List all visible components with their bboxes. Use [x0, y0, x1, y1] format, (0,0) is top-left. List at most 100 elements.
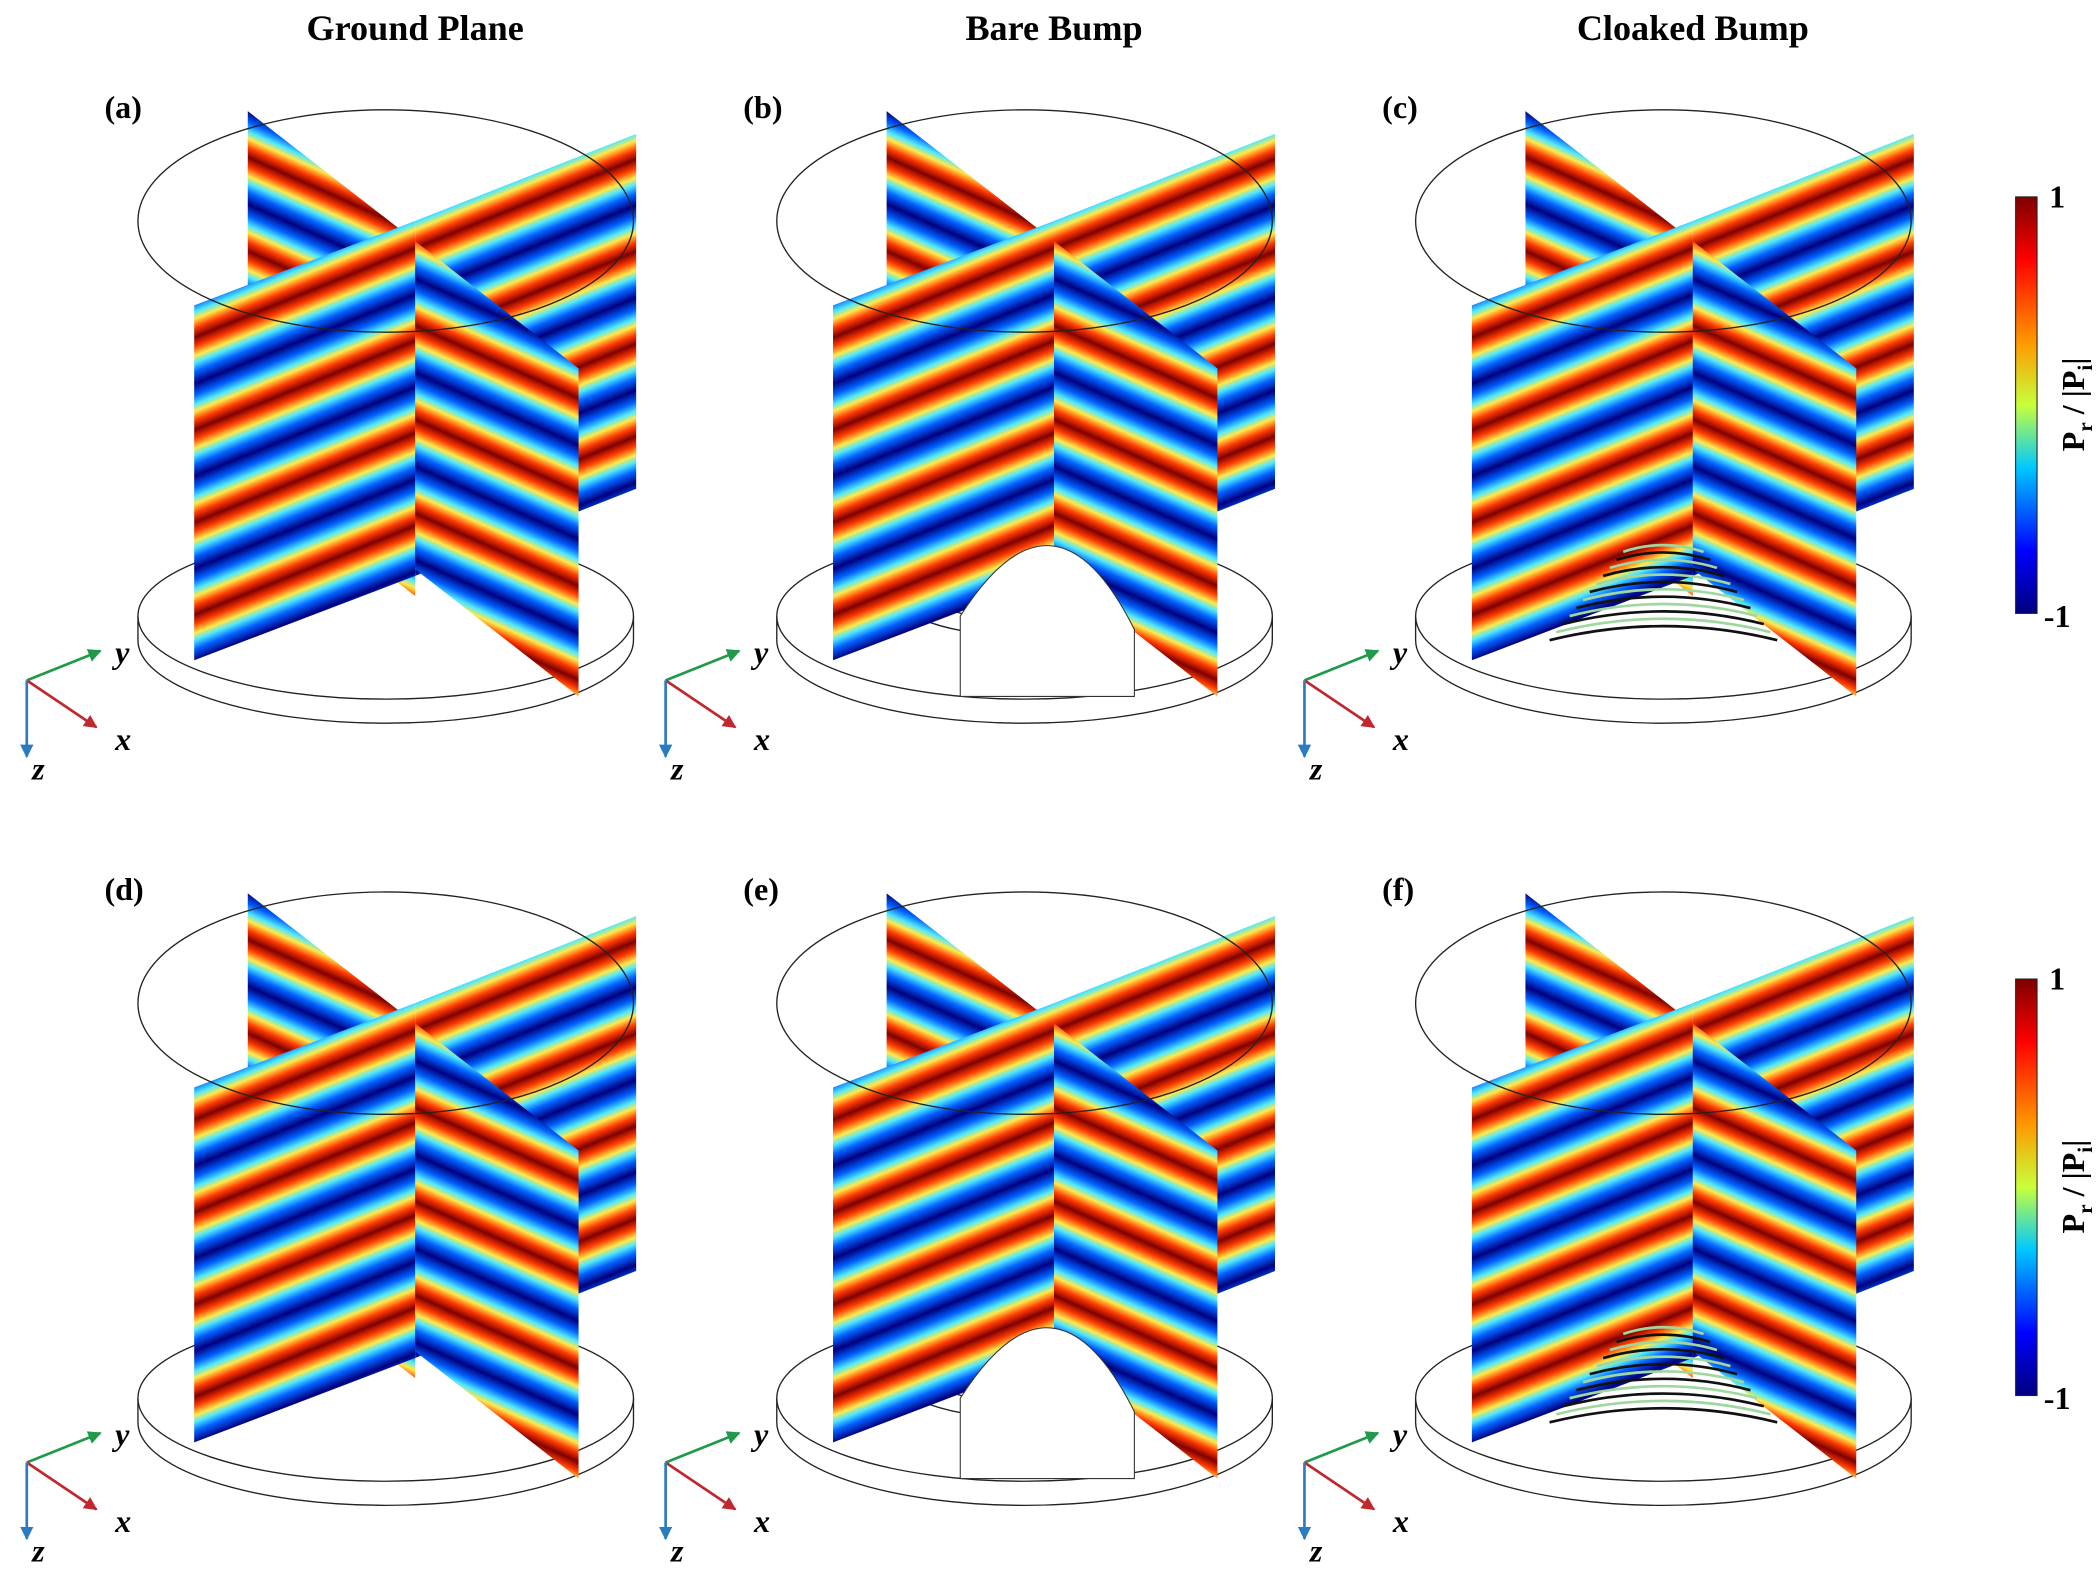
- field-plane: [833, 1003, 1055, 1443]
- axis-label: z: [670, 1533, 684, 1569]
- cloak-layer: [1589, 580, 1738, 594]
- axis-x: [1303, 1461, 1376, 1511]
- field-plane: [194, 220, 416, 661]
- axis-y: [26, 649, 102, 682]
- field-plane: [415, 1023, 579, 1479]
- colorbar-label-part: / |P: [2055, 371, 2091, 423]
- bump-notch: [959, 545, 1135, 697]
- panel-label: (f): [1382, 871, 1414, 907]
- top-ellipse: [1414, 891, 1912, 1115]
- top-ellipse: [1414, 109, 1912, 333]
- axis-y: [26, 1431, 102, 1464]
- colorbar-label-part: r: [2073, 422, 2097, 432]
- axis-label: z: [1309, 750, 1323, 786]
- cloak-layer: [1576, 595, 1751, 610]
- axis-label: x: [753, 721, 770, 757]
- top-ellipse: [137, 109, 635, 333]
- colorbar-label-part: i: [2073, 365, 2097, 371]
- cloak-layer: [1596, 1355, 1731, 1368]
- cloak-layer: [1582, 588, 1745, 602]
- field-plane: [415, 241, 579, 697]
- axis-label: x: [114, 1503, 131, 1539]
- cloak-layer: [1569, 602, 1758, 618]
- axis-label: x: [1392, 721, 1409, 757]
- top-ellipse: [776, 109, 1273, 333]
- colorbar-scale: [2015, 196, 2038, 614]
- axis-label: z: [31, 1533, 45, 1569]
- column-title: Bare Bump: [965, 8, 1142, 48]
- cloak-layer: [1609, 558, 1718, 570]
- axis-label: z: [1309, 1533, 1323, 1569]
- cloak-layer: [1562, 1392, 1765, 1408]
- panel-label: (c): [1382, 89, 1418, 125]
- panel: (a) y x z: [20, 89, 637, 786]
- field-plane: [1692, 1023, 1857, 1479]
- colorbar-label-part: |: [2055, 358, 2091, 365]
- panel-label: (a): [104, 89, 141, 125]
- cloak-layer: [1569, 1384, 1758, 1400]
- axis-label: x: [114, 721, 131, 757]
- bump-notch: [959, 1327, 1135, 1480]
- axis-label: x: [1392, 1503, 1409, 1539]
- cloak-layer: [1609, 1340, 1718, 1352]
- axis-y: [1303, 1431, 1380, 1464]
- axis-label: y: [750, 634, 769, 670]
- axis-label: y: [111, 634, 130, 670]
- top-ellipse: [137, 891, 635, 1115]
- axis-x: [26, 679, 98, 729]
- axis-x: [664, 1461, 737, 1511]
- axis-y: [665, 1431, 741, 1464]
- panel: (f) y x z: [1297, 871, 1914, 1569]
- colorbar-min: -1: [2044, 598, 2071, 634]
- cloak-layer: [1555, 1399, 1771, 1416]
- colorbar-scale: [2015, 978, 2038, 1397]
- axis-x: [664, 679, 737, 729]
- field-plane: [1471, 1003, 1693, 1443]
- colorbar-label-part: |: [2055, 1140, 2091, 1147]
- panel-label: (b): [743, 89, 782, 125]
- colorbar-label-part: i: [2073, 1147, 2097, 1153]
- colorbar-label: Pr / |Pi|: [2055, 1140, 2097, 1234]
- column-title: Ground Plane: [307, 8, 524, 48]
- field-plane: [1692, 241, 1857, 697]
- cloak-layer: [1602, 1348, 1725, 1360]
- cloak-layer: [1562, 610, 1765, 626]
- cloak-layer: [1576, 1377, 1751, 1392]
- cloak-layer: [1555, 617, 1771, 634]
- axis-x: [26, 1461, 98, 1511]
- panel-label: (e): [743, 871, 779, 907]
- cloak-layer: [1616, 551, 1711, 562]
- colorbar-max: 1: [2049, 179, 2065, 215]
- panel: (c) y x z: [1297, 89, 1914, 786]
- cloak-layer: [1549, 1406, 1778, 1424]
- colorbar-label-part: P: [2055, 432, 2091, 452]
- colorbar-max: 1: [2049, 961, 2065, 997]
- cloak-layer: [1582, 1370, 1745, 1384]
- axis-label: y: [111, 1416, 130, 1452]
- colorbar-label-part: P: [2055, 1214, 2091, 1234]
- column-title: Cloaked Bump: [1577, 8, 1809, 48]
- axis-y: [1303, 649, 1380, 682]
- colorbar-min: -1: [2044, 1380, 2071, 1416]
- panel-label: (d): [104, 871, 143, 907]
- cloak-layer: [1622, 1325, 1704, 1336]
- cloak-layer: [1622, 543, 1704, 554]
- colorbar-label: Pr / |Pi|: [2055, 358, 2097, 452]
- axis-label: y: [1389, 1416, 1408, 1452]
- colorbar-label-part: / |P: [2055, 1153, 2091, 1205]
- axis-label: y: [750, 1416, 769, 1452]
- cloak-layer: [1602, 565, 1725, 578]
- axis-label: y: [1389, 634, 1408, 670]
- cloak-layer: [1596, 573, 1731, 586]
- axis-label: x: [753, 1503, 770, 1539]
- panel: (d) y x z: [20, 871, 637, 1569]
- field-plane: [833, 220, 1055, 661]
- axis-x: [1303, 679, 1376, 729]
- axis-y: [665, 649, 741, 682]
- top-ellipse: [776, 891, 1273, 1115]
- cloak-layer: [1616, 1333, 1711, 1344]
- panel: (e) y x z: [658, 871, 1275, 1569]
- panel: (b) y x z: [658, 89, 1275, 786]
- colorbar: 1 -1 Pr / |Pi|: [2015, 961, 2097, 1416]
